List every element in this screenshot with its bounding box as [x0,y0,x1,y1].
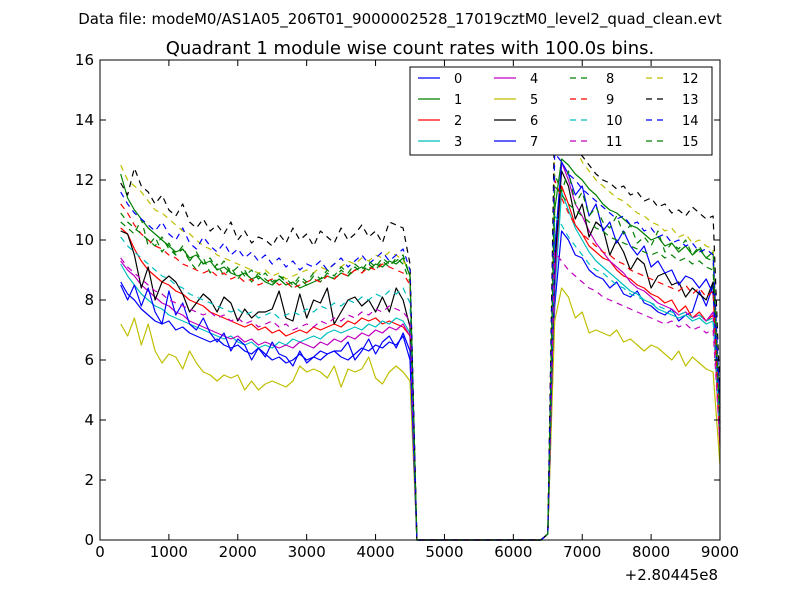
legend-label-8: 8 [606,72,614,87]
legend-label-9: 9 [606,93,614,108]
legend-box [409,66,713,156]
y-tick-label: 6 [84,351,94,369]
x-tick-label: 0 [95,543,105,561]
y-tick-label: 10 [75,231,94,249]
x-tick-label: 4000 [356,543,394,561]
legend-label-4: 4 [530,72,538,87]
series-line-2 [120,185,721,541]
series-line-7 [120,161,721,541]
y-tick-label: 4 [84,411,94,429]
legend-label-11: 11 [606,135,623,150]
y-tick-label: 0 [84,531,94,549]
series-line-5 [120,287,721,541]
y-tick-label: 16 [75,51,94,69]
series-line-15 [120,185,721,541]
legend-label-0: 0 [454,72,462,87]
series-layer [120,110,721,541]
y-tick-label: 14 [75,111,94,129]
x-tick-label: 6000 [494,543,532,561]
series-line-0 [120,230,721,541]
legend-label-15: 15 [682,135,699,150]
x-tick-label: 7000 [563,543,601,561]
series-line-10 [120,215,721,541]
series-line-8 [120,170,721,541]
x-tick-label: 9000 [701,543,739,561]
legend-label-13: 13 [682,93,699,108]
legend-label-7: 7 [530,135,538,150]
chart-suptitle: Data file: modeM0/AS1A05_206T01_90000025… [78,10,722,29]
x-tick-label: 5000 [425,543,463,561]
x-tick-label: 8000 [632,543,670,561]
axis-ticks: 0 1000 2000 3000 4000 5000 6000 7000 8000 9000 0 2 4… [75,51,739,561]
x-tick-label: 2000 [219,543,257,561]
chart-title: Quadrant 1 module wise count rates with … [166,38,655,59]
series-line-13 [120,110,721,541]
x-tick-label: 3000 [288,543,326,561]
legend-label-3: 3 [454,135,462,150]
legend-label-6: 6 [530,114,538,129]
series-line-4 [120,161,721,541]
series-line-12 [120,134,721,541]
series-line-11 [120,251,721,541]
legend-label-10: 10 [606,114,623,129]
legend-label-2: 2 [454,114,462,129]
series-line-9 [120,179,721,541]
x-offset-label: +2.80445e8 [625,566,718,584]
legend-label-12: 12 [682,72,699,87]
legend-label-14: 14 [682,114,699,129]
legend-label-1: 1 [454,93,462,108]
y-tick-label: 8 [84,291,94,309]
y-tick-label: 2 [84,471,94,489]
x-tick-label: 1000 [150,543,188,561]
series-line-1 [120,158,721,541]
series-line-14 [120,152,721,541]
y-tick-label: 12 [75,171,94,189]
legend-label-5: 5 [530,93,538,108]
